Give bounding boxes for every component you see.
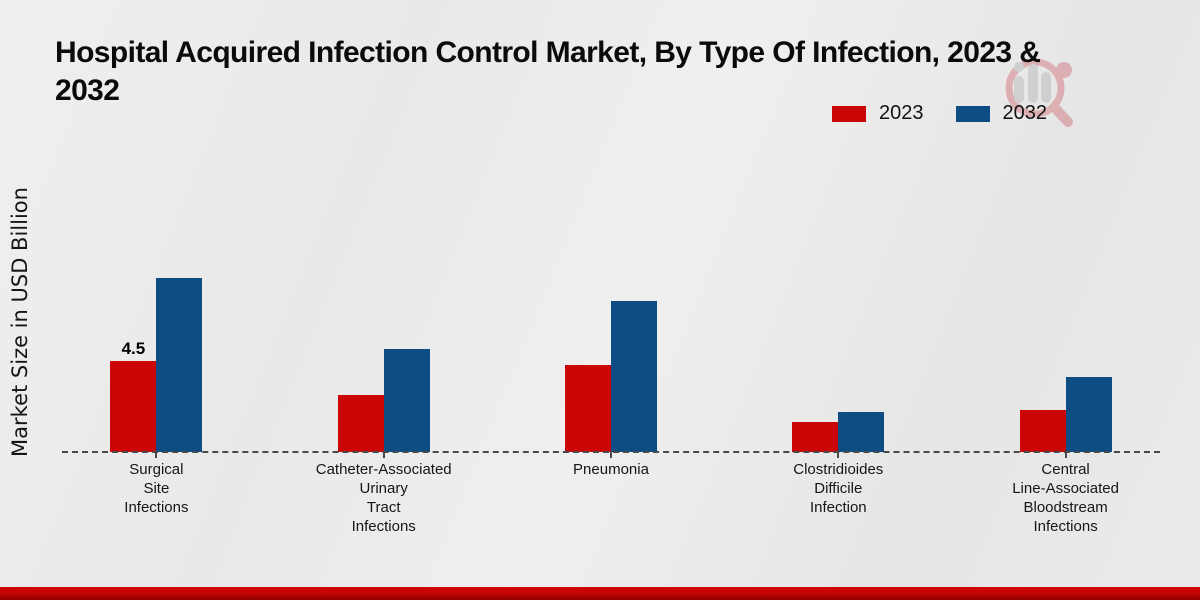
x-axis-tick	[1064, 452, 1067, 458]
chart-title-line1: Hospital Acquired Infection Control Mark…	[55, 36, 1041, 69]
chart-title-line2: 2032	[55, 74, 120, 107]
legend-label-2023: 2023	[879, 102, 924, 124]
category-label-catheter-associated-urinary-tract-infections: Catheter-Associated Urinary Tract Infection…	[315, 461, 452, 535]
bottom-accent-strip	[0, 587, 1200, 600]
watermark-logo-icon	[1005, 58, 1073, 127]
legend-swatch-2023	[832, 105, 866, 122]
bar-2023-central-line-associated-bloodstream-infections	[1019, 409, 1066, 452]
category-label-pneumonia: Pneumonia	[573, 461, 649, 478]
bar-value-label: 4.5	[121, 339, 146, 359]
bar-2032-clostridioides-difficile-infection	[838, 411, 885, 452]
bar-2032-pneumonia	[611, 300, 657, 452]
x-axis-tick	[155, 452, 158, 458]
legend-item-2023: 2023	[832, 102, 924, 125]
legend-swatch-2032	[955, 105, 990, 122]
bar-2023-surgical-site-infections	[110, 361, 157, 452]
legend: 2023 2032	[832, 102, 1047, 125]
chart-title: Hospital Acquired Infection Control Mark…	[55, 34, 1140, 110]
x-axis-tick	[837, 452, 840, 458]
bar-2032-central-line-associated-bloodstream-infections	[1065, 377, 1112, 452]
legend-item-2032: 2032	[955, 102, 1048, 125]
bar-2023-clostridioides-difficile-infection	[792, 421, 839, 452]
category-label-clostridioides-difficile-infection: Clostridioides Difficile Infection	[793, 461, 884, 516]
x-axis-tick	[610, 452, 612, 458]
bar-2032-surgical-site-infections	[156, 278, 203, 452]
legend-label-2032: 2032	[1002, 102, 1048, 124]
category-label-surgical-site-infections: Surgical Site Infections	[124, 461, 189, 516]
bar-2023-catheter-associated-urinary-tract-infections	[337, 395, 384, 452]
bar-2023-pneumonia	[565, 365, 611, 452]
category-label-central-line-associated-bloodstream-infections: Central Line-Associated Bloodstream Infecti…	[1012, 461, 1119, 535]
x-axis-tick	[382, 452, 385, 458]
bar-2032-catheter-associated-urinary-tract-infections	[383, 348, 430, 452]
